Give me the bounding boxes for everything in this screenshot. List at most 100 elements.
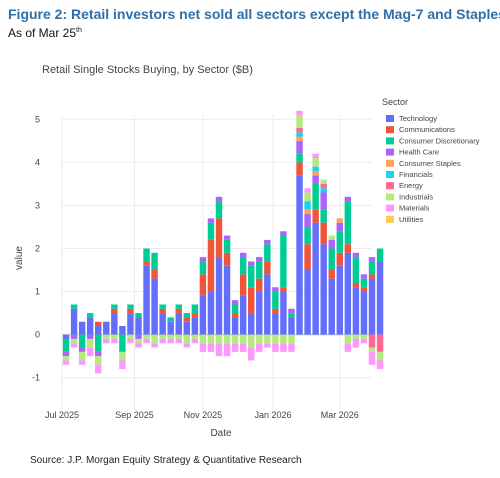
bar-segment [231,304,239,314]
bar-segment [111,308,118,314]
bar-segment [239,295,247,335]
bar-segment [127,304,134,309]
bar-segment [135,343,142,348]
legend-swatch [386,182,394,190]
bar-segment [183,317,191,322]
bar-segment [256,291,263,335]
bar-segment [151,252,158,271]
legend-swatch [386,204,394,212]
bar-segment [111,313,118,335]
bar-segment [336,252,344,266]
bar-segment [215,343,223,357]
bar-segment [264,239,271,245]
bar-segment [62,356,70,361]
legend-entry: Financials [399,170,433,179]
legend-entry: Industrials [399,192,433,201]
bar-segment [86,338,94,348]
bar-segment [103,334,110,339]
bar-segment [288,334,295,344]
bar-segment [62,338,70,352]
bar-segment [288,343,295,352]
x-tick-label: Mar 2026 [321,410,359,420]
bar-segment [159,308,166,314]
bar-segment [70,308,78,335]
bar-segment [70,304,78,309]
bar-segment [304,192,311,202]
bar-segment [119,326,126,335]
x-tick-label: Nov 2025 [184,410,223,420]
legend-swatch [386,148,394,156]
bar-segment [86,347,94,357]
bar-segment [231,317,239,335]
bar-segment [191,338,199,344]
bar-segment [239,334,247,344]
bar-segment [231,313,239,318]
bar-segment [95,351,102,357]
bar-segment [344,343,352,352]
bar-segment [95,334,102,352]
bar-segment [344,201,352,245]
bar-segment [191,317,199,335]
bar-segment [272,313,279,335]
bar-segment [368,257,376,262]
bar-segment [360,291,368,335]
bar-segment [143,338,150,344]
y-axis-label: value [14,246,25,270]
bar-segment [223,252,231,266]
bar-segment [223,239,231,253]
bar-segment [183,313,191,318]
bar-segment [368,334,376,348]
bar-segment [352,334,360,339]
bar-segment [86,334,94,339]
bar-segment [215,218,223,258]
bar-segment [312,166,319,171]
bar-segment [62,360,70,365]
bar-segment [223,343,231,357]
bar-segment [368,278,376,335]
legend-entry: Utilities [399,215,423,224]
bar-segment [280,287,287,292]
bar-segment [135,338,142,344]
bar-segment [376,360,384,370]
bar-segment [159,313,166,335]
bar-segment [368,261,376,275]
bar-segment [256,278,263,292]
bar-segment [135,313,142,318]
bar-segment [320,244,327,335]
bar-segment [360,338,368,344]
bar-segment [95,321,102,327]
bar-segment [199,261,207,275]
bar-segment [78,360,86,365]
y-tick-label: 0 [35,330,40,340]
bar-segment [78,334,86,348]
bar-segment [86,317,94,335]
bar-segment [256,334,263,344]
bar-segment [223,334,231,344]
bar-segment [248,261,255,266]
bar-segment [199,343,207,352]
bar-segment [175,304,182,309]
bar-segment [280,334,287,344]
bar-segment [70,343,78,348]
bar-segment [143,265,150,335]
bar-segment [111,338,118,344]
bar-segment [304,226,311,245]
figure-subtitle: As of Mar 25th [8,26,82,40]
bar-segment [304,209,311,215]
bar-segment [336,231,344,253]
y-tick-label: -1 [32,373,40,383]
bar-segment [239,343,247,352]
bar-segment [272,308,279,314]
bar-segment [280,343,287,352]
bar-segment [320,209,327,223]
bar-segment [143,334,150,339]
bar-segment [167,321,174,335]
subtitle-superscript: th [76,27,82,34]
bar-segment [304,214,311,227]
bar-segment [328,270,335,279]
bar-segment [199,257,207,262]
bar-segment [264,261,271,275]
bar-segment [127,334,134,339]
bar-segment [264,334,271,344]
